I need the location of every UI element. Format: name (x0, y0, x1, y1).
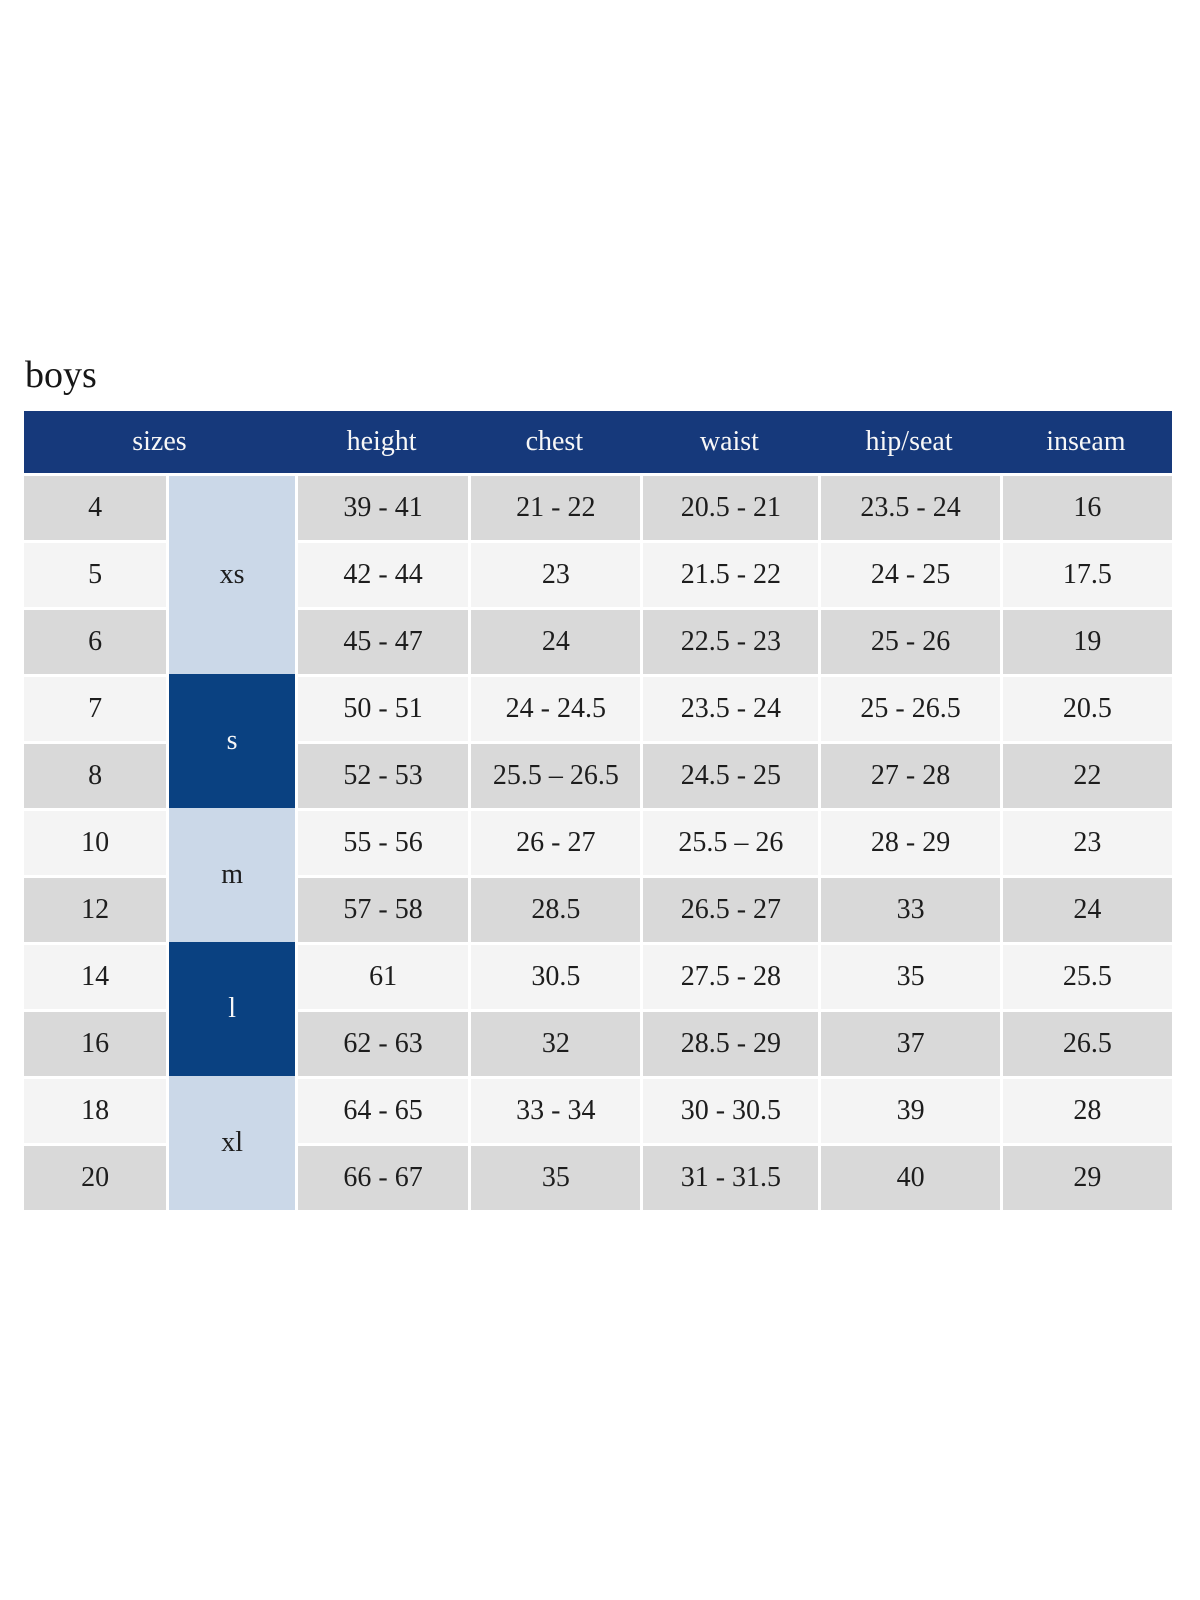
waist-cell: 27.5 - 28 (640, 941, 819, 1009)
height-cell: 42 - 44 (294, 539, 469, 607)
chest-cell: 32 (468, 1008, 641, 1076)
table-row: 20 66 - 67 35 31 - 31.5 40 29 (24, 1142, 1172, 1210)
inseam-cell: 23 (999, 807, 1172, 875)
waist-cell: 30 - 30.5 (640, 1075, 819, 1143)
chest-cell: 24 (468, 606, 641, 674)
table-row: 6 45 - 47 24 22.5 - 23 25 - 26 19 (24, 606, 1172, 674)
inseam-cell: 17.5 (999, 539, 1172, 607)
hip-seat-cell: 25 - 26 (818, 606, 1000, 674)
hip-seat-cell: 24 - 25 (818, 539, 1000, 607)
size-chart-section: boys sizes height chest waist hip/seat i… (24, 354, 1172, 1210)
waist-cell: 26.5 - 27 (640, 874, 819, 942)
waist-cell: 28.5 - 29 (640, 1008, 819, 1076)
inseam-cell: 28 (999, 1075, 1172, 1143)
height-cell: 57 - 58 (294, 874, 469, 942)
chest-cell: 30.5 (468, 941, 641, 1009)
column-header-waist: waist (640, 410, 819, 476)
chest-cell: 33 - 34 (468, 1075, 641, 1143)
column-header-height: height (294, 410, 469, 476)
waist-cell: 20.5 - 21 (640, 475, 819, 540)
table-row: 18 xl 64 - 65 33 - 34 30 - 30.5 39 28 (24, 1075, 1172, 1210)
column-header-hip-seat: hip/seat (818, 410, 1000, 476)
chest-cell: 26 - 27 (468, 807, 641, 875)
height-cell: 45 - 47 (294, 606, 469, 674)
hip-seat-cell: 28 - 29 (818, 807, 1000, 875)
waist-cell: 21.5 - 22 (640, 539, 819, 607)
table-row: 7 s 50 - 51 24 - 24.5 23.5 - 24 25 - 26.5 20.5 (24, 673, 1172, 808)
table-row: 16 62 - 63 32 28.5 - 29 37 26.5 (24, 1008, 1172, 1076)
size-number-cell: 7 (24, 673, 167, 741)
chest-cell: 23 (468, 539, 641, 607)
waist-cell: 25.5 – 26 (640, 807, 819, 875)
chest-cell: 24 - 24.5 (468, 673, 641, 741)
boys-size-chart-table: sizes height chest waist hip/seat inseam… (24, 410, 1172, 1210)
table-row: 5 42 - 44 23 21.5 - 22 24 - 25 17.5 (24, 539, 1172, 607)
size-group-cell-l: l (166, 941, 295, 1076)
size-number-cell: 12 (24, 874, 167, 942)
size-group-cell-xl: xl (166, 1075, 295, 1210)
chest-cell: 35 (468, 1142, 641, 1210)
waist-cell: 31 - 31.5 (640, 1142, 819, 1210)
table-row: 12 57 - 58 28.5 26.5 - 27 33 24 (24, 874, 1172, 942)
inseam-cell: 20.5 (999, 673, 1172, 741)
waist-cell: 24.5 - 25 (640, 740, 819, 808)
chart-title: boys (25, 354, 97, 396)
inseam-cell: 24 (999, 874, 1172, 942)
size-number-cell: 6 (24, 606, 167, 674)
size-chart-body: 4 xs 39 - 41 21 - 22 20.5 - 21 23.5 - 24 16 5 42… (24, 475, 1172, 1210)
inseam-cell: 26.5 (999, 1008, 1172, 1076)
size-number-cell: 4 (24, 475, 167, 540)
height-cell: 52 - 53 (294, 740, 469, 808)
size-number-cell: 16 (24, 1008, 167, 1076)
inseam-cell: 16 (999, 475, 1172, 540)
hip-seat-cell: 33 (818, 874, 1000, 942)
table-row: 10 m 55 - 56 26 - 27 25.5 – 26 28 - 29 23 (24, 807, 1172, 942)
hip-seat-cell: 23.5 - 24 (818, 475, 1000, 540)
header-row: sizes height chest waist hip/seat inseam (24, 410, 1172, 476)
size-number-cell: 14 (24, 941, 167, 1009)
size-group-cell-xs: xs (166, 475, 295, 674)
size-number-cell: 5 (24, 539, 167, 607)
size-number-cell: 8 (24, 740, 167, 808)
table-row: 8 52 - 53 25.5 – 26.5 24.5 - 25 27 - 28 22 (24, 740, 1172, 808)
table-row: 4 xs 39 - 41 21 - 22 20.5 - 21 23.5 - 24 16 (24, 475, 1172, 674)
size-group-cell-s: s (166, 673, 295, 808)
height-cell: 55 - 56 (294, 807, 469, 875)
height-cell: 39 - 41 (294, 475, 469, 540)
height-cell: 64 - 65 (294, 1075, 469, 1143)
hip-seat-cell: 25 - 26.5 (818, 673, 1000, 741)
inseam-cell: 25.5 (999, 941, 1172, 1009)
hip-seat-cell: 27 - 28 (818, 740, 1000, 808)
size-number-cell: 10 (24, 807, 167, 875)
waist-cell: 22.5 - 23 (640, 606, 819, 674)
column-header-chest: chest (468, 410, 641, 476)
table-row: 14 l 61 30.5 27.5 - 28 35 25.5 (24, 941, 1172, 1076)
hip-seat-cell: 40 (818, 1142, 1000, 1210)
hip-seat-cell: 37 (818, 1008, 1000, 1076)
size-number-cell: 18 (24, 1075, 167, 1143)
waist-cell: 23.5 - 24 (640, 673, 819, 741)
size-number-cell: 20 (24, 1142, 167, 1210)
hip-seat-cell: 39 (818, 1075, 1000, 1143)
inseam-cell: 22 (999, 740, 1172, 808)
inseam-cell: 29 (999, 1142, 1172, 1210)
column-header-inseam: inseam (999, 410, 1172, 476)
chest-cell: 21 - 22 (468, 475, 641, 540)
size-group-cell-m: m (166, 807, 295, 942)
height-cell: 50 - 51 (294, 673, 469, 741)
height-cell: 66 - 67 (294, 1142, 469, 1210)
column-header-sizes: sizes (24, 410, 295, 476)
chest-cell: 28.5 (468, 874, 641, 942)
height-cell: 62 - 63 (294, 1008, 469, 1076)
hip-seat-cell: 35 (818, 941, 1000, 1009)
chest-cell: 25.5 – 26.5 (468, 740, 641, 808)
height-cell: 61 (294, 941, 469, 1009)
inseam-cell: 19 (999, 606, 1172, 674)
